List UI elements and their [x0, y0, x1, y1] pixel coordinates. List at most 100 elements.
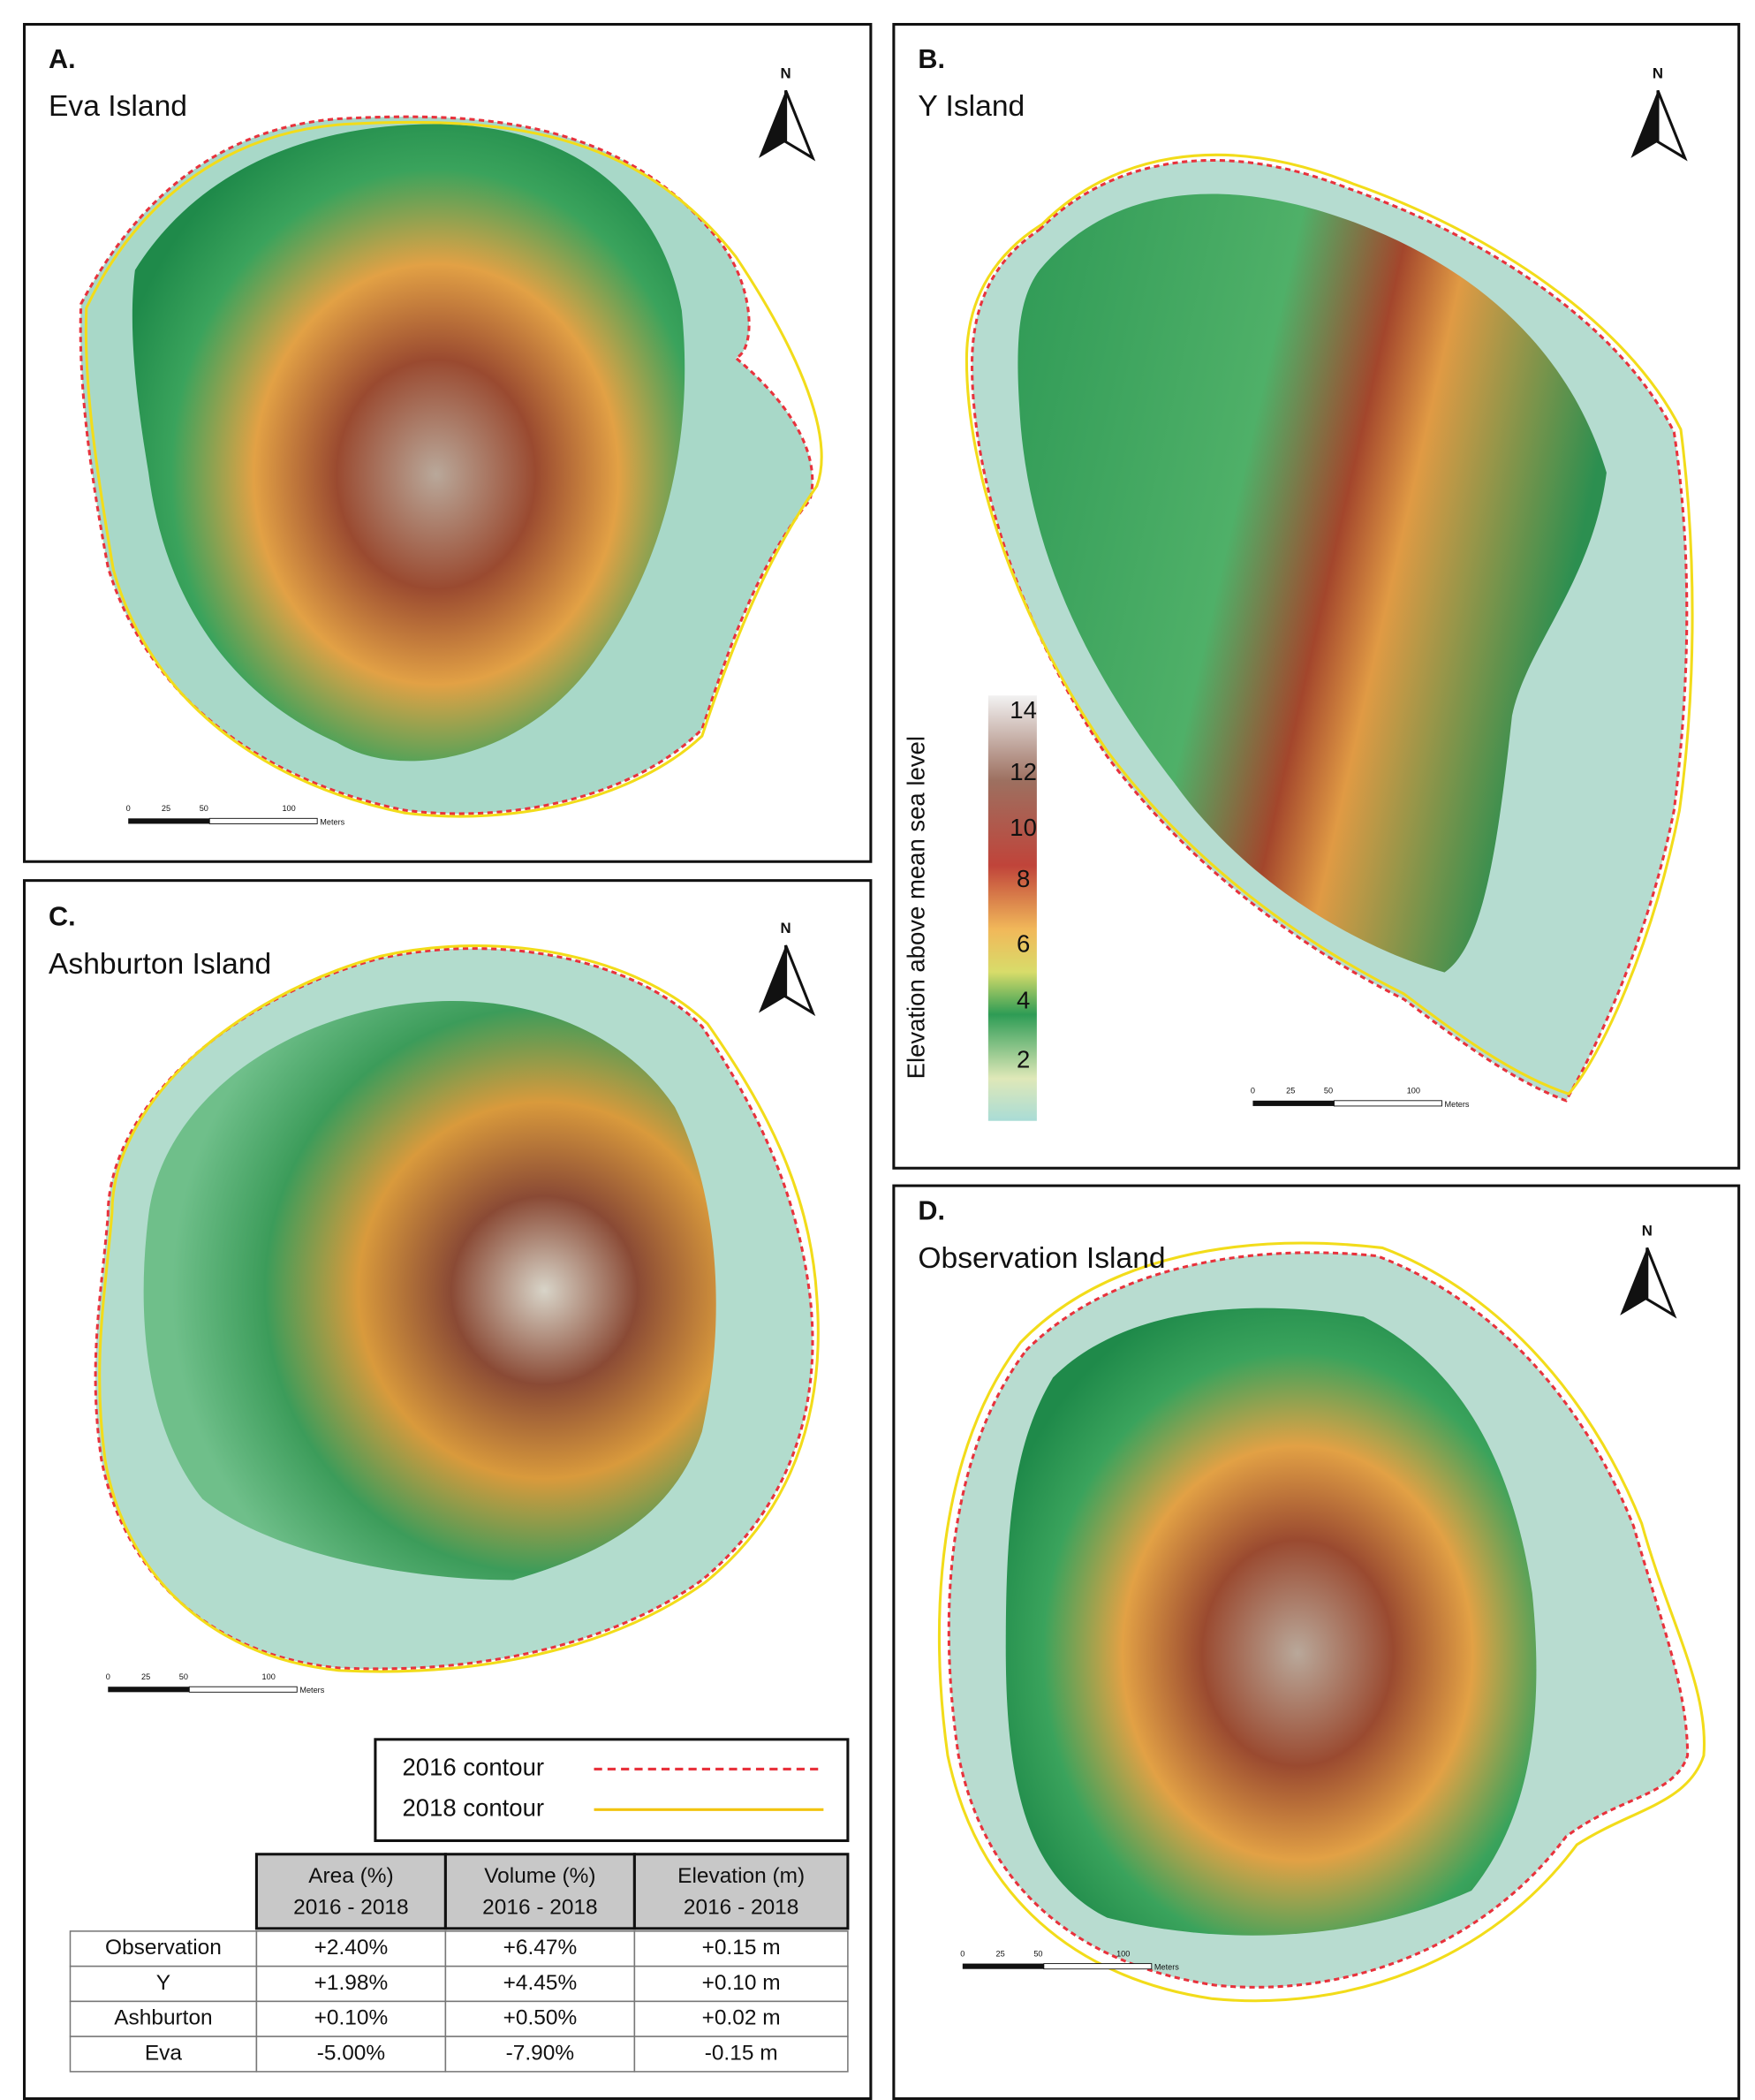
- panel-frame: [892, 1184, 1741, 2100]
- legend-box: [374, 1738, 850, 1843]
- table-cell: [633, 1965, 849, 2003]
- north-arrow: [759, 90, 786, 158]
- table-cell-text: +0.10%: [314, 2006, 389, 2030]
- colorbar-tick-label: 12: [1010, 758, 1037, 785]
- colorbar: [987, 695, 1037, 1121]
- table-cell-text: -7.90%: [506, 2041, 574, 2065]
- scale-tick-label: 100: [282, 804, 295, 813]
- north-arrow: [759, 945, 786, 1013]
- scale-tick-label: 50: [200, 804, 208, 813]
- scale-tick-label: 25: [162, 804, 170, 813]
- colorbar-title: Elevation above mean sea level: [903, 736, 930, 1079]
- island-map: [964, 153, 1694, 1103]
- table-header: 2016 - 2018: [293, 1895, 408, 1919]
- table-cell: [444, 2000, 636, 2037]
- scale-tick-label: 25: [996, 1949, 1005, 1958]
- table-cell-text: +4.45%: [503, 1971, 578, 1995]
- island-name: Y Island: [918, 90, 1025, 123]
- table-cell-text: -5.00%: [317, 2041, 385, 2065]
- table-cell-text: +1.98%: [314, 1971, 389, 1995]
- table-cell-text: +0.50%: [503, 2006, 578, 2030]
- table-cell-text: +2.40%: [314, 1936, 389, 1960]
- table-cell: [444, 2036, 636, 2073]
- figure-content: Elevation above mean sea level A. Eva Isl…: [22, 22, 1741, 2100]
- table-cell: [444, 1930, 636, 1967]
- scale-tick-label: 100: [262, 1672, 276, 1681]
- scale-tick-label: 25: [1286, 1087, 1295, 1095]
- scale-bar: [108, 1687, 190, 1693]
- north-arrow: [1645, 1247, 1677, 1319]
- table-cell: [69, 2000, 258, 2037]
- table-cell: [69, 2036, 258, 2073]
- north-label: N: [781, 65, 791, 82]
- scale-bar: [208, 817, 318, 824]
- table-header: Elevation (m): [677, 1864, 805, 1888]
- scale-unit: Meters: [1444, 1100, 1469, 1109]
- island-map: [79, 115, 823, 818]
- panel-letter: B.: [918, 44, 945, 74]
- colorbar-tick-label: 14: [1010, 696, 1037, 724]
- scale-tick-label: 0: [106, 1672, 110, 1681]
- scale-unit: Meters: [320, 817, 344, 826]
- table-cell: [255, 2000, 447, 2037]
- north-label: N: [781, 920, 791, 936]
- scale-unit: Meters: [299, 1686, 324, 1694]
- island-name: Eva Island: [49, 90, 187, 123]
- panel-frame: [22, 22, 873, 863]
- table-cell-text: +0.10 m: [702, 1971, 781, 1995]
- colorbar-tick-label: 8: [1017, 865, 1030, 892]
- scale-bar: [128, 818, 210, 824]
- scale-tick-label: 50: [1324, 1087, 1333, 1095]
- scale-tick-label: 0: [960, 1949, 964, 1958]
- table-header-cell: [443, 1853, 636, 1930]
- scale-tick-label: 0: [126, 804, 131, 813]
- scale-unit: Meters: [1154, 1963, 1179, 1972]
- north-arrow: [784, 89, 816, 162]
- scale-tick-label: 25: [141, 1672, 150, 1681]
- table-header: 2016 - 2018: [482, 1895, 597, 1919]
- island-name: Ashburton Island: [49, 948, 271, 981]
- panel-frame: [22, 879, 873, 2100]
- panel-frame: [892, 22, 1741, 1170]
- island-map: [94, 944, 820, 1673]
- panel-letter: C.: [49, 902, 76, 932]
- scale-tick-label: 100: [1407, 1087, 1420, 1095]
- table-header: Volume (%): [484, 1864, 595, 1888]
- table-cell-text: +6.47%: [503, 1936, 578, 1960]
- colorbar-tick-label: 4: [1017, 986, 1030, 1013]
- north-label: N: [1653, 65, 1663, 82]
- scale-bar: [188, 1686, 298, 1693]
- north-label: N: [1642, 1223, 1653, 1240]
- table-cell-text: -0.15 m: [705, 2041, 778, 2065]
- legend-label: 2018 contour: [402, 1794, 544, 1822]
- table-cell-text: Ashburton: [114, 2006, 212, 2030]
- table-cell-text: Observation: [105, 1936, 222, 1960]
- scale-tick-label: 50: [179, 1672, 188, 1681]
- colorbar-tick-label: 6: [1017, 929, 1030, 957]
- table-cell-text: Y: [156, 1971, 170, 1995]
- table-header-cell: [632, 1853, 850, 1930]
- north-arrow: [784, 944, 816, 1017]
- table-cell-text: +0.02 m: [702, 2006, 781, 2030]
- table-header: 2016 - 2018: [684, 1895, 798, 1919]
- scale-bar: [1252, 1100, 1335, 1106]
- scale-bar: [1334, 1100, 1442, 1107]
- table-cell: [633, 2000, 849, 2037]
- scale-bar: [1043, 1963, 1153, 1970]
- table-header-cell: [254, 1853, 447, 1930]
- scale-tick-label: 50: [1033, 1949, 1042, 1958]
- table-cell: [255, 1930, 447, 1967]
- table-header: Area (%): [308, 1864, 393, 1888]
- scale-bar: [962, 1963, 1044, 1969]
- north-arrow: [1620, 1247, 1647, 1315]
- north-arrow: [1656, 89, 1688, 162]
- scale-tick-label: 100: [1116, 1949, 1130, 1958]
- table-cell: [69, 1930, 258, 1967]
- island-map: [937, 1241, 1706, 2003]
- table-cell: [633, 2036, 849, 2073]
- legend-label: 2016 contour: [402, 1754, 544, 1781]
- scale-tick-label: 0: [1251, 1087, 1255, 1095]
- colorbar-tick-label: 10: [1010, 814, 1037, 841]
- island-name: Observation Island: [918, 1242, 1165, 1275]
